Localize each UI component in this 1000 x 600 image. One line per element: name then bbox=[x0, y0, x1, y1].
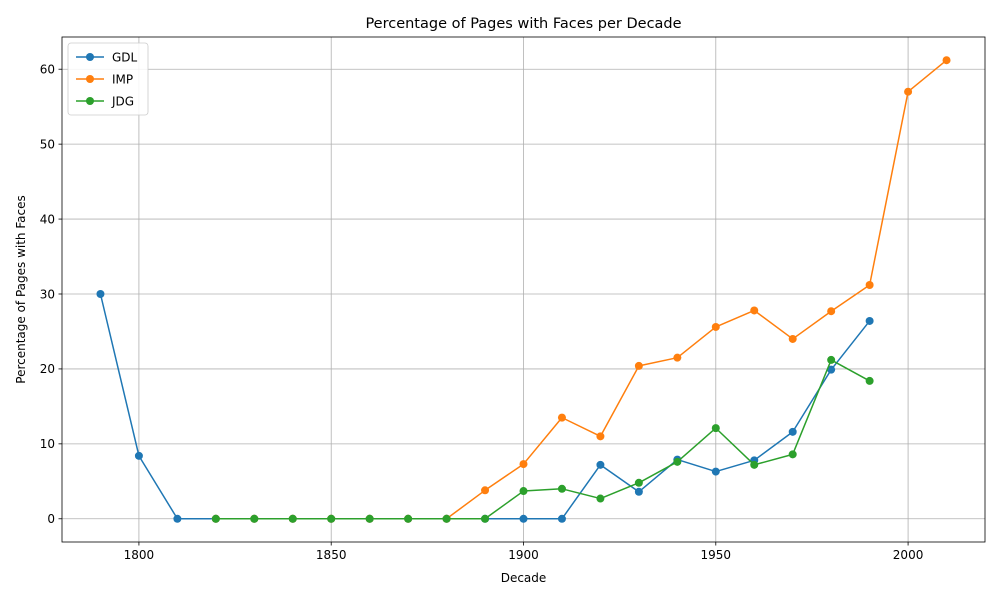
data-point-gdl bbox=[173, 514, 182, 523]
legend-label-jdg: JDG bbox=[111, 94, 134, 108]
legend-item-jdg: JDG bbox=[76, 94, 134, 108]
data-point-jdg bbox=[557, 484, 566, 493]
data-point-jdg bbox=[327, 514, 336, 523]
data-point-jdg bbox=[288, 514, 297, 523]
series-jdg bbox=[211, 355, 874, 523]
legend-marker-jdg bbox=[86, 97, 94, 105]
y-axis-label: Percentage of Pages with Faces bbox=[14, 195, 28, 383]
data-point-jdg bbox=[519, 487, 528, 496]
data-point-jdg bbox=[750, 460, 759, 469]
data-point-imp bbox=[750, 306, 759, 315]
legend-marker-gdl bbox=[86, 53, 94, 61]
data-point-imp bbox=[827, 307, 836, 316]
legend-label-gdl: GDL bbox=[112, 50, 138, 64]
data-point-gdl bbox=[827, 365, 836, 374]
data-point-jdg bbox=[211, 514, 220, 523]
x-axis-ticks: 1800 1850 1900 1950 2000 bbox=[124, 542, 924, 562]
data-point-imp bbox=[788, 334, 797, 343]
data-point-gdl bbox=[519, 514, 528, 523]
data-point-jdg bbox=[711, 424, 720, 433]
series-line-jdg bbox=[215, 359, 870, 520]
data-point-jdg bbox=[634, 478, 643, 487]
data-point-jdg bbox=[481, 514, 490, 523]
data-point-gdl bbox=[788, 427, 797, 436]
y-tick-label: 50 bbox=[40, 137, 55, 151]
data-point-imp bbox=[596, 432, 605, 441]
x-tick-label: 1900 bbox=[508, 548, 539, 562]
y-axis-ticks: 0 10 20 30 40 50 60 bbox=[40, 63, 62, 526]
data-point-gdl bbox=[711, 467, 720, 476]
data-point-jdg bbox=[442, 514, 451, 523]
y-tick-label: 40 bbox=[40, 212, 55, 226]
data-point-imp bbox=[942, 56, 951, 65]
legend: GDL IMP JDG bbox=[67, 42, 149, 116]
x-tick-label: 1850 bbox=[316, 548, 347, 562]
data-point-gdl bbox=[96, 289, 105, 298]
data-point-jdg bbox=[404, 514, 413, 523]
legend-item-gdl: GDL bbox=[76, 50, 138, 64]
x-tick-label: 1800 bbox=[124, 548, 155, 562]
data-point-jdg bbox=[865, 376, 874, 385]
data-point-imp bbox=[634, 361, 643, 370]
y-tick-label: 10 bbox=[40, 437, 55, 451]
y-tick-label: 0 bbox=[47, 512, 55, 526]
data-point-gdl bbox=[596, 460, 605, 469]
legend-marker-imp bbox=[86, 75, 94, 83]
x-tick-label: 1950 bbox=[701, 548, 732, 562]
data-point-gdl bbox=[134, 451, 143, 460]
data-point-imp bbox=[519, 460, 528, 469]
data-point-imp bbox=[904, 87, 913, 96]
data-point-imp bbox=[481, 486, 490, 495]
chart-title: Percentage of Pages with Faces per Decad… bbox=[365, 16, 681, 32]
data-point-jdg bbox=[827, 355, 836, 364]
data-point-gdl bbox=[557, 514, 566, 523]
data-point-jdg bbox=[365, 514, 374, 523]
data-point-gdl bbox=[865, 316, 874, 325]
series-layer bbox=[96, 56, 951, 523]
y-tick-label: 30 bbox=[40, 287, 55, 301]
data-point-imp bbox=[557, 413, 566, 422]
data-point-imp bbox=[711, 322, 720, 331]
x-tick-label: 2000 bbox=[893, 548, 924, 562]
legend-box bbox=[67, 42, 149, 116]
y-tick-label: 20 bbox=[40, 362, 55, 376]
data-point-jdg bbox=[250, 514, 259, 523]
data-point-jdg bbox=[788, 450, 797, 459]
data-point-jdg bbox=[673, 457, 682, 466]
legend-label-imp: IMP bbox=[112, 72, 133, 86]
data-point-jdg bbox=[596, 494, 605, 503]
legend-item-imp: IMP bbox=[76, 72, 133, 86]
y-tick-label: 60 bbox=[40, 63, 55, 77]
data-point-gdl bbox=[634, 487, 643, 496]
x-axis-label: Decade bbox=[501, 571, 547, 585]
data-point-imp bbox=[673, 353, 682, 362]
data-point-imp bbox=[865, 281, 874, 290]
